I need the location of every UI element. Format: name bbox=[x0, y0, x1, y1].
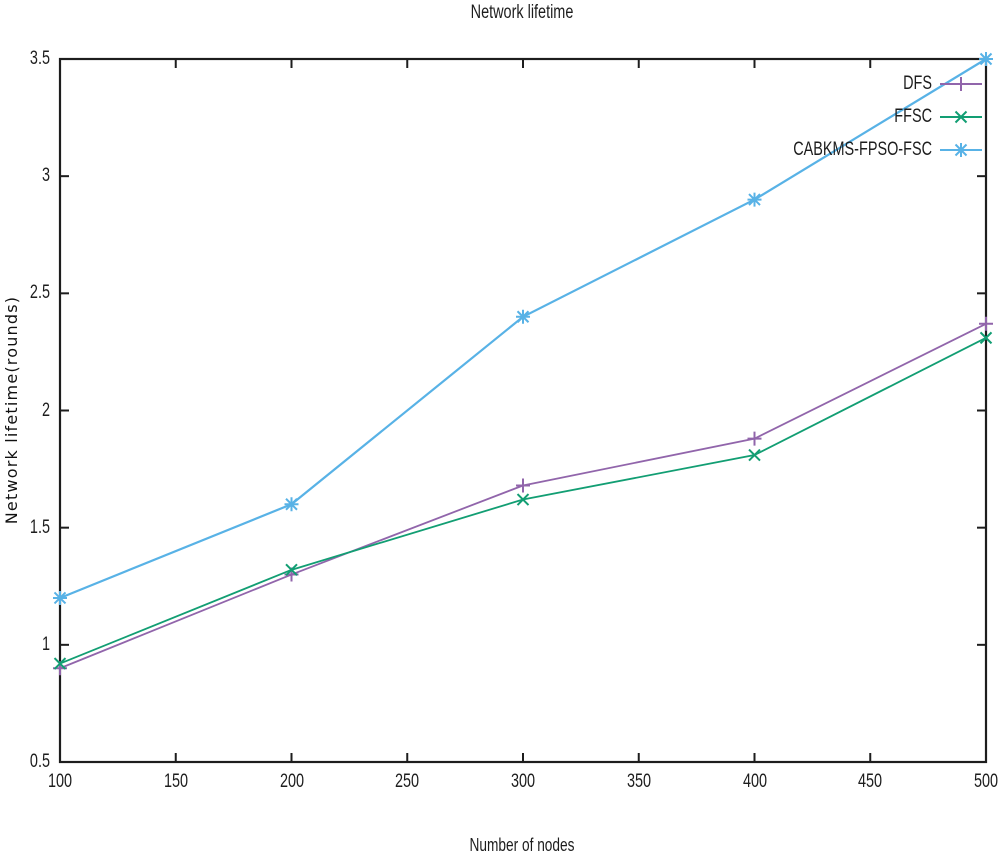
y-tick-label: 2 bbox=[41, 399, 50, 421]
y-tick-label: 2.5 bbox=[29, 282, 50, 304]
data-point-marker bbox=[747, 431, 762, 446]
legend-label: FFSC bbox=[894, 106, 932, 127]
x-axis-label: Number of nodes bbox=[469, 835, 575, 855]
data-point-marker bbox=[53, 657, 67, 670]
data-point-marker bbox=[979, 316, 993, 331]
x-tick-label: 500 bbox=[973, 771, 999, 792]
x-tick-label: 100 bbox=[47, 771, 73, 792]
legend-sample-marker bbox=[954, 77, 968, 91]
data-point-marker bbox=[516, 493, 530, 506]
legend-sample-marker bbox=[954, 110, 968, 124]
x-tick-label: 300 bbox=[510, 771, 536, 792]
x-tick-label: 400 bbox=[742, 771, 767, 792]
y-tick-label: 1.5 bbox=[29, 516, 50, 538]
y-tick-label: 3.5 bbox=[29, 48, 50, 69]
data-point-marker bbox=[516, 478, 530, 493]
legend-label: CABKMS-FPSO-FSC bbox=[793, 139, 932, 160]
x-tick-label: 450 bbox=[858, 771, 883, 792]
data-point-marker bbox=[747, 192, 762, 207]
series-line-dfs bbox=[59, 322, 987, 670]
legend-sample-marker bbox=[954, 143, 968, 157]
x-tick-label: 200 bbox=[279, 771, 304, 792]
chart-title: Network lifetime bbox=[470, 2, 574, 23]
x-tick-label: 150 bbox=[163, 771, 188, 792]
data-point-marker bbox=[979, 52, 993, 66]
data-point-marker bbox=[53, 590, 67, 605]
plot-border bbox=[58, 57, 988, 764]
legend-label: DFS bbox=[903, 73, 932, 94]
data-point-marker bbox=[748, 448, 761, 462]
data-point-marker bbox=[284, 497, 299, 512]
y-tick-label: 3 bbox=[41, 165, 50, 187]
data-point-marker bbox=[516, 309, 530, 324]
x-tick-label: 250 bbox=[395, 771, 420, 792]
data-point-marker bbox=[979, 331, 993, 345]
y-tick-label: 1 bbox=[41, 633, 50, 655]
data-point-marker bbox=[285, 563, 298, 577]
x-tick-label: 350 bbox=[626, 771, 651, 792]
y-tick-label: 0.5 bbox=[29, 751, 50, 772]
